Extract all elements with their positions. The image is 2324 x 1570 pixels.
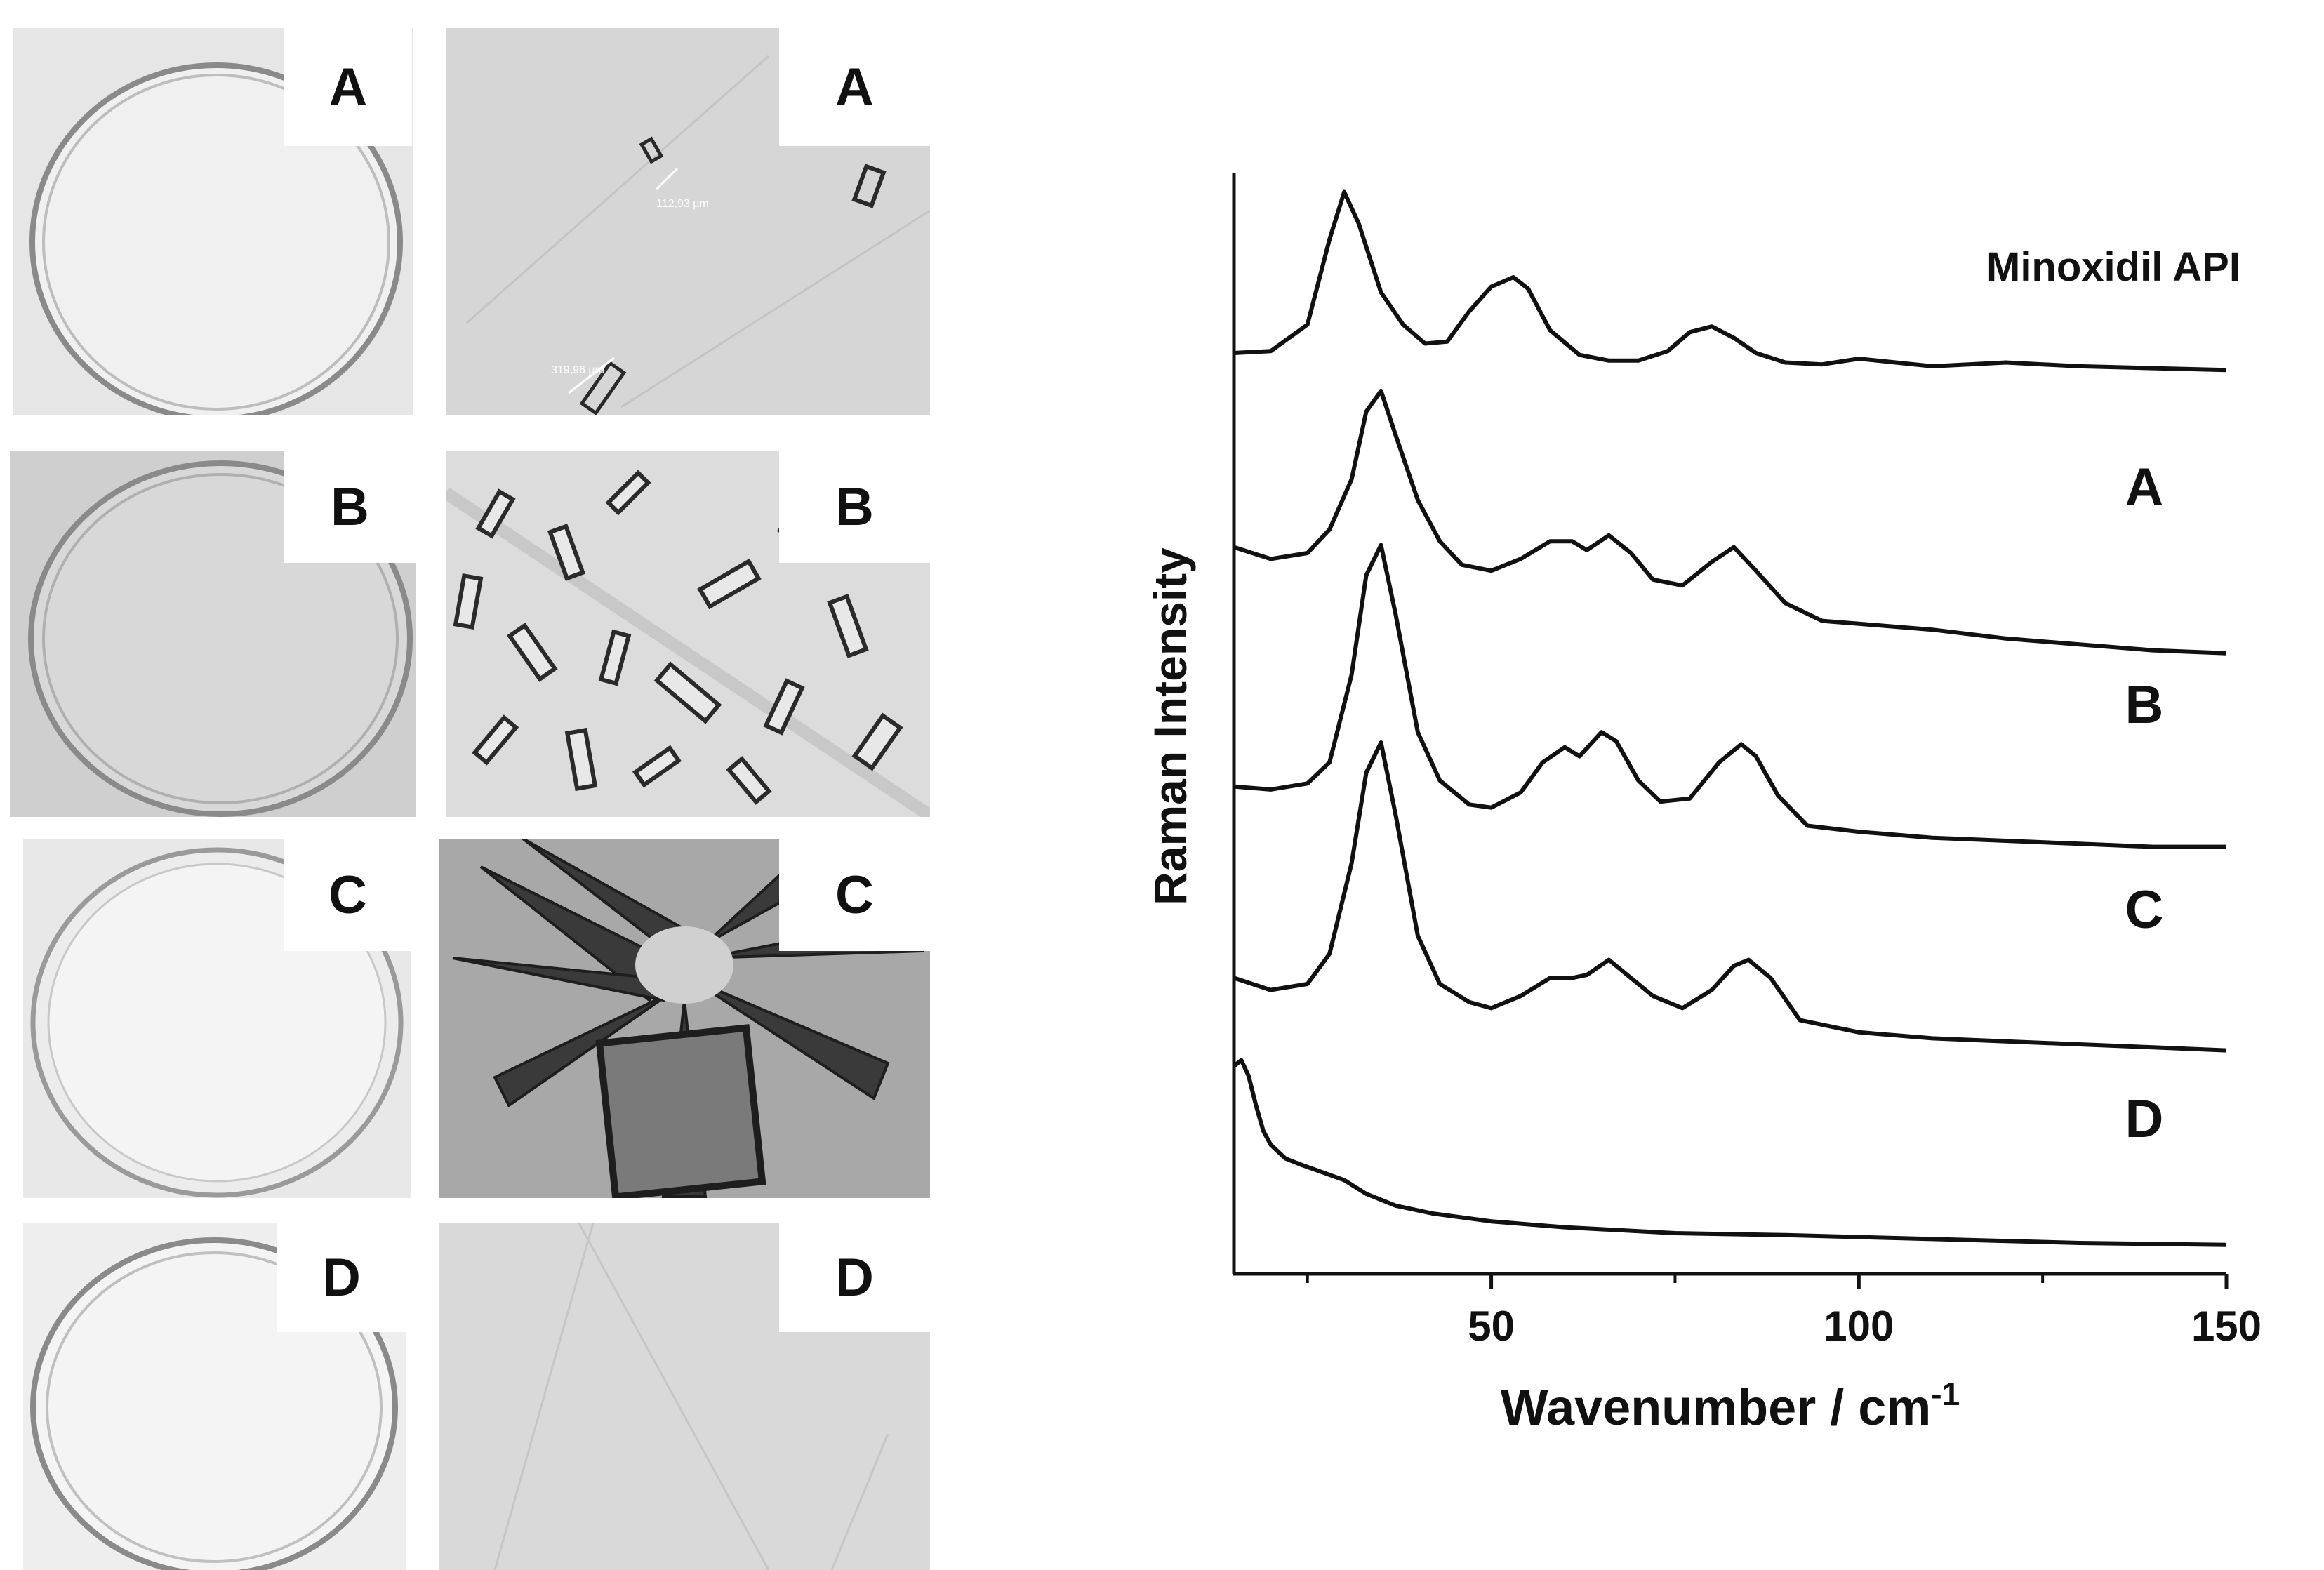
series-label-minoxidil-api: Minoxidil API bbox=[1986, 244, 2240, 290]
series-label-b: B bbox=[2125, 675, 2164, 735]
series-label-d: D bbox=[2125, 1089, 2164, 1149]
petri-dish-photo bbox=[29, 62, 403, 415]
x-axis-label-sup: -1 bbox=[1931, 1376, 1960, 1412]
dish-label-b: B bbox=[284, 451, 416, 563]
micrograph-label-b: B bbox=[779, 451, 930, 563]
x-axis-label: Wavenumber / cm-1 bbox=[1501, 1376, 1960, 1436]
x-tick-label: 50 bbox=[1468, 1303, 1515, 1350]
micrograph-label-a: A bbox=[779, 28, 930, 146]
x-axis-label-main: Wavenumber / cm bbox=[1501, 1380, 1932, 1436]
dish-label-c: C bbox=[284, 839, 411, 951]
micrograph-label-c: C bbox=[779, 839, 930, 951]
series-line-b bbox=[1233, 543, 2226, 849]
scale-bar-label-2: 319,96 µm bbox=[551, 364, 604, 376]
series-line-d bbox=[1233, 1058, 2227, 1247]
micrograph-b bbox=[446, 451, 930, 817]
series-line-c bbox=[1233, 740, 2227, 1053]
y-axis-label: Raman Intensity bbox=[1144, 547, 1196, 905]
plot-area bbox=[1233, 189, 2227, 1247]
x-tick-label: 150 bbox=[2191, 1303, 2262, 1350]
micrograph-photo bbox=[493, 1223, 889, 1570]
series-label-c: C bbox=[2125, 880, 2164, 940]
micrograph-label-d: D bbox=[779, 1223, 930, 1332]
micrograph-photo: 112,93 µm 319,96 µm bbox=[466, 55, 930, 415]
x-tick-label: 100 bbox=[1824, 1303, 1894, 1350]
series-line-minoxidil-api bbox=[1233, 189, 2227, 373]
dish-label-a: A bbox=[284, 28, 412, 146]
series-label-a: A bbox=[2125, 458, 2164, 517]
series-line-a bbox=[1233, 389, 2227, 656]
scale-bar-label-1: 112,93 µm bbox=[656, 198, 709, 210]
dish-label-d: D bbox=[277, 1223, 406, 1332]
